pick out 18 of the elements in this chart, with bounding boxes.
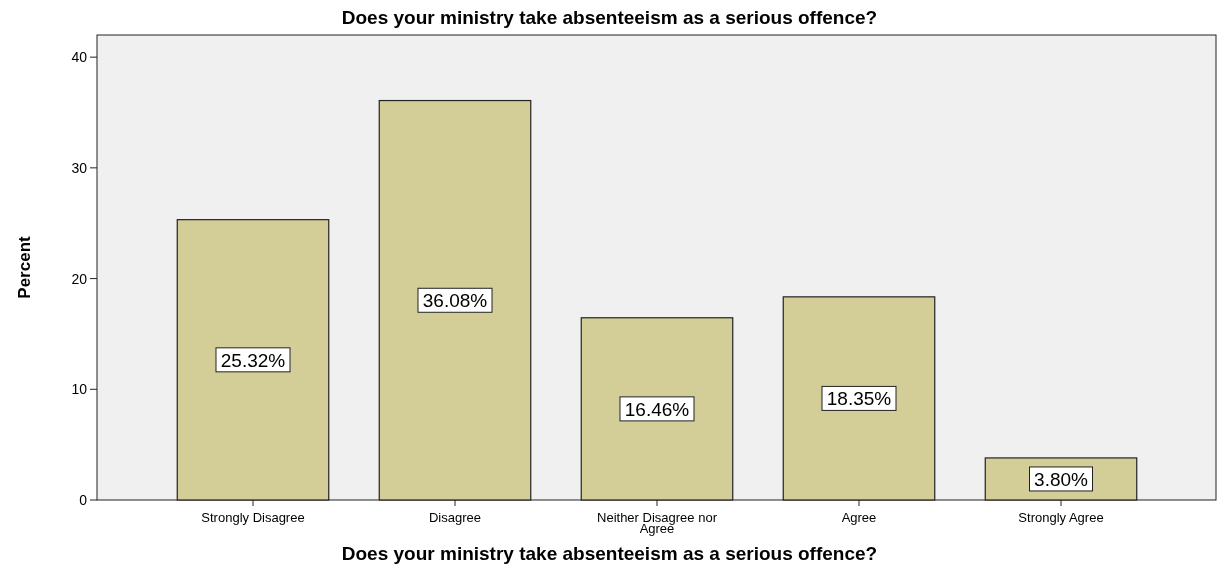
- x-tick-label: Neither Disagree nor Agree: [597, 510, 718, 536]
- x-tick-label: Disagree: [428, 510, 482, 525]
- y-tick-label: 20: [71, 270, 88, 287]
- x-tick-label: Strongly Disagree: [201, 510, 305, 525]
- data-label: 18.35%: [826, 388, 892, 410]
- y-axis-title: Percent: [15, 235, 34, 299]
- y-tick-label: 0: [79, 492, 88, 508]
- y-tick-label: 40: [71, 49, 88, 66]
- chart-title: Does your ministry take absenteeism as a serious offence?: [341, 7, 878, 28]
- x-axis-title: Does your ministry take absenteeism as a serious offence?: [341, 543, 878, 564]
- y-tick-label: 10: [71, 381, 88, 398]
- y-tick-label: 30: [71, 159, 88, 176]
- x-tick-label: Agree: [841, 510, 877, 525]
- data-label: 36.08%: [422, 290, 488, 312]
- data-label: 25.32%: [220, 349, 286, 371]
- data-label: 3.80%: [1034, 468, 1089, 490]
- data-label: 16.46%: [624, 398, 690, 420]
- x-tick-label: Strongly Agree: [1018, 510, 1104, 525]
